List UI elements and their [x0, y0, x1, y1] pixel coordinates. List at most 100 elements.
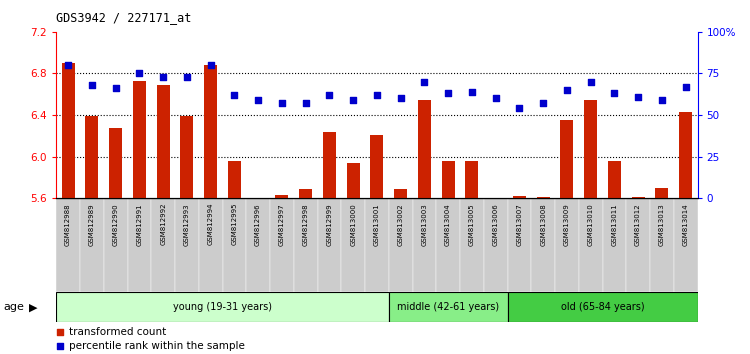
Text: GSM812991: GSM812991 [136, 203, 142, 246]
Bar [388, 198, 412, 292]
Bar [133, 81, 146, 198]
Bar [56, 292, 388, 322]
Bar [180, 116, 194, 198]
Text: GSM813013: GSM813013 [658, 203, 664, 246]
Point [54, 344, 66, 349]
Point [347, 97, 359, 103]
Text: GSM812999: GSM812999 [326, 203, 332, 246]
Text: GSM813012: GSM813012 [635, 203, 641, 246]
Bar [674, 198, 698, 292]
Bar [104, 198, 128, 292]
Bar [388, 292, 508, 322]
Bar [86, 116, 98, 198]
Point [228, 92, 240, 98]
Bar [322, 132, 336, 198]
Text: GSM813008: GSM813008 [540, 203, 546, 246]
Text: young (19-31 years): young (19-31 years) [173, 302, 272, 312]
Bar [251, 198, 265, 204]
Text: GSM813001: GSM813001 [374, 203, 380, 246]
Bar [56, 198, 80, 292]
Bar [228, 161, 241, 198]
Bar [270, 198, 294, 292]
Bar [579, 198, 602, 292]
Point [276, 101, 288, 106]
Bar [394, 189, 407, 198]
Bar [370, 135, 383, 198]
Text: GSM813000: GSM813000 [350, 203, 356, 246]
Text: GSM812996: GSM812996 [255, 203, 261, 246]
Text: old (65-84 years): old (65-84 years) [561, 302, 644, 312]
Text: GSM812993: GSM812993 [184, 203, 190, 246]
Text: GSM813007: GSM813007 [516, 203, 522, 246]
Text: GSM813011: GSM813011 [611, 203, 617, 246]
Point [561, 87, 573, 93]
Point [394, 96, 406, 101]
Point [158, 74, 170, 80]
Bar [199, 198, 223, 292]
Bar [418, 101, 431, 198]
Point [680, 84, 692, 90]
Point [252, 97, 264, 103]
Bar [346, 163, 360, 198]
Bar [632, 197, 645, 198]
Bar [128, 198, 152, 292]
Text: GSM812992: GSM812992 [160, 203, 166, 245]
Bar [436, 198, 460, 292]
Point [181, 74, 193, 80]
Text: GSM813010: GSM813010 [588, 203, 594, 246]
Point [466, 89, 478, 95]
Bar [536, 197, 550, 198]
Text: GSM812998: GSM812998 [302, 203, 309, 246]
Point [490, 96, 502, 101]
Text: GSM813003: GSM813003 [422, 203, 428, 246]
Bar [80, 198, 104, 292]
Text: GSM813004: GSM813004 [446, 203, 452, 246]
Bar [175, 198, 199, 292]
Point [370, 92, 382, 98]
Text: GSM812994: GSM812994 [208, 203, 214, 245]
Bar [608, 161, 621, 198]
Bar [442, 161, 454, 198]
Text: transformed count: transformed count [69, 327, 166, 337]
Bar [365, 198, 388, 292]
Bar [679, 112, 692, 198]
Point [632, 94, 644, 99]
Point [299, 101, 312, 106]
Text: GSM812988: GSM812988 [65, 203, 71, 246]
Bar [413, 198, 436, 292]
Text: percentile rank within the sample: percentile rank within the sample [69, 342, 245, 352]
Text: GSM813005: GSM813005 [469, 203, 475, 246]
Bar [460, 198, 484, 292]
Point [585, 79, 597, 85]
Text: GSM813014: GSM813014 [682, 203, 688, 246]
Bar [294, 198, 317, 292]
Text: age: age [4, 302, 25, 312]
Text: GSM813002: GSM813002 [398, 203, 404, 246]
Bar [650, 198, 674, 292]
Text: GSM813009: GSM813009 [564, 203, 570, 246]
Point [419, 79, 430, 85]
Bar [299, 189, 312, 198]
Point [54, 330, 66, 335]
Point [323, 92, 335, 98]
Bar [484, 198, 508, 292]
Bar [531, 198, 555, 292]
Text: middle (42-61 years): middle (42-61 years) [397, 302, 500, 312]
Bar [317, 198, 341, 292]
Bar [508, 292, 698, 322]
Point [110, 86, 122, 91]
Bar [513, 196, 526, 198]
Point [86, 82, 98, 88]
Bar [204, 65, 218, 198]
Point [62, 62, 74, 68]
Point [205, 62, 217, 68]
Bar [508, 198, 531, 292]
Point [513, 105, 525, 111]
Text: GSM812995: GSM812995 [231, 203, 237, 245]
Bar [465, 161, 478, 198]
Point [656, 97, 668, 103]
Text: GSM812990: GSM812990 [112, 203, 118, 246]
Bar [560, 120, 574, 198]
Bar [62, 63, 75, 198]
Bar [584, 101, 597, 198]
